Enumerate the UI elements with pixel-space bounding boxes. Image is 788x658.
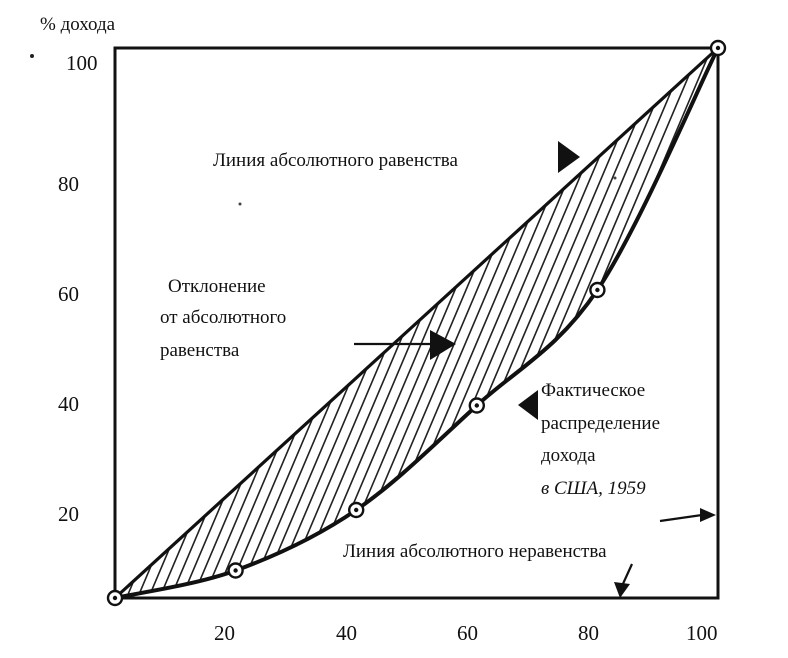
speck-decoration [613, 176, 617, 180]
hatch-line [546, 48, 718, 598]
y-tick-label: 80 [58, 172, 79, 196]
hatch-line [678, 48, 718, 598]
annotation-actual-line4: в США, 1959 [541, 478, 646, 499]
hatch-line [612, 48, 718, 598]
hatch-line [734, 28, 788, 618]
x-tick-label: 40 [336, 621, 357, 645]
y-tick-label: 20 [58, 502, 79, 526]
hatch-line [756, 28, 788, 618]
hatch-line [689, 48, 718, 598]
annotation-deviation-line1: Отклонение [168, 276, 266, 297]
equality-arrow-icon [558, 141, 580, 173]
inequality-arrow-shaft-down [620, 563, 634, 587]
hatch-line [115, 48, 149, 598]
annotation-deviation-line3: равенства [160, 340, 240, 361]
data-point-dot [112, 595, 118, 601]
inequality-arrow-down-icon [614, 582, 630, 598]
annotation-inequality: Линия абсолютного неравенства [343, 541, 607, 562]
annotation-actual-line2: распределение [541, 413, 660, 434]
hatch-line [745, 28, 788, 618]
y-tick-labels: 20 40 60 80 100 [58, 51, 98, 526]
hatch-line [557, 48, 718, 598]
x-tick-label: 80 [578, 621, 599, 645]
data-point-dot [715, 45, 721, 51]
equality-line [113, 46, 720, 600]
deviation-hatch-area [115, 28, 788, 618]
data-point [227, 562, 244, 579]
hatch-line [634, 48, 718, 598]
data-point [709, 39, 727, 57]
data-points [106, 39, 727, 607]
speck-decoration [30, 54, 34, 58]
x-tick-label: 20 [214, 621, 235, 645]
data-point-dot [233, 568, 238, 573]
hatch-line [115, 48, 160, 598]
annotation-actual-line1: Фактическое [541, 380, 645, 401]
hatch-line [115, 48, 182, 598]
annotation-actual-line3: дохода [541, 445, 596, 466]
hatch-line [656, 48, 718, 598]
hatch-line [700, 48, 718, 598]
data-point-dot [354, 507, 359, 513]
hatch-line [115, 48, 171, 598]
data-point [589, 281, 606, 299]
inequality-arrow-shaft-right [659, 513, 703, 523]
data-point [348, 501, 365, 519]
data-point [106, 589, 124, 607]
hatch-line [590, 48, 718, 598]
hatch-line [568, 48, 718, 598]
hatch-line [115, 48, 127, 598]
x-tick-label: 60 [457, 621, 478, 645]
hatch-line [767, 28, 788, 618]
hatch-line [579, 48, 718, 598]
speck-decoration [238, 202, 242, 206]
inequality-arrow-right-icon [700, 508, 716, 522]
deviation-arrow-icon [430, 330, 456, 360]
hatch-line [115, 48, 116, 598]
plot-frame [113, 46, 720, 600]
hatch-line [723, 28, 788, 618]
x-tick-label: 100 [686, 621, 718, 645]
hatch-line [601, 48, 718, 598]
data-point [468, 397, 485, 414]
y-tick-label: 60 [58, 282, 79, 306]
y-tick-label: 100 [66, 51, 98, 75]
annotation-equality: Линия абсолютного равенства [213, 150, 458, 171]
hatch-line [370, 48, 622, 598]
actual-arrow-icon [518, 390, 538, 420]
hatch-line [711, 48, 718, 598]
data-point-dot [595, 287, 600, 293]
annotation-deviation-line2: от абсолютного [160, 307, 286, 328]
data-point-dot [474, 403, 479, 408]
y-tick-label: 40 [58, 392, 79, 416]
y-axis-label: % дохода [40, 14, 116, 35]
hatch-line [623, 48, 718, 598]
x-tick-labels: 20 40 60 80 100 [214, 621, 718, 645]
